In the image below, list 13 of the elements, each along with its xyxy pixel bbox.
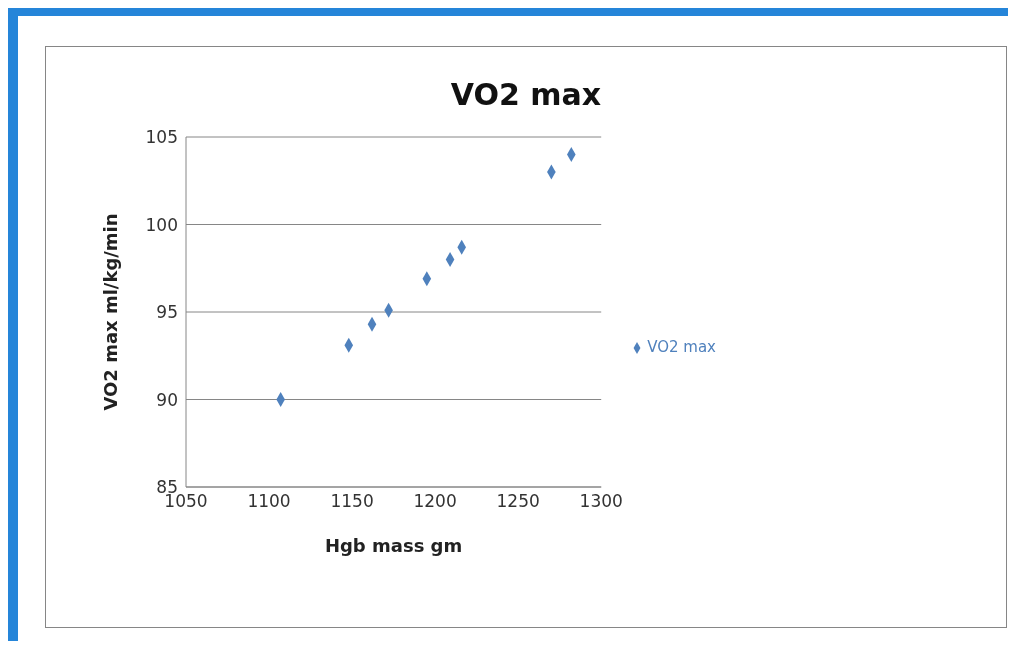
y-tick-label: 95 (156, 302, 178, 323)
chart-title: VO2 max (449, 77, 603, 112)
x-tick-label: 1150 (330, 491, 374, 512)
x-tick-label: 1200 (413, 491, 457, 512)
y-tick-label: 100 (145, 214, 178, 235)
x-tick-label: 1300 (579, 491, 623, 512)
legend-label: VO2 max (647, 338, 716, 356)
x-tick-label: 1100 (247, 491, 291, 512)
x-tick-label: 1250 (496, 491, 540, 512)
y-axis-title: VO2 max ml/kg/min (100, 213, 122, 411)
x-axis-title: Hgb mass gm (324, 535, 463, 556)
y-tick-label: 90 (156, 389, 178, 410)
y-tick-label: 105 (145, 127, 178, 148)
